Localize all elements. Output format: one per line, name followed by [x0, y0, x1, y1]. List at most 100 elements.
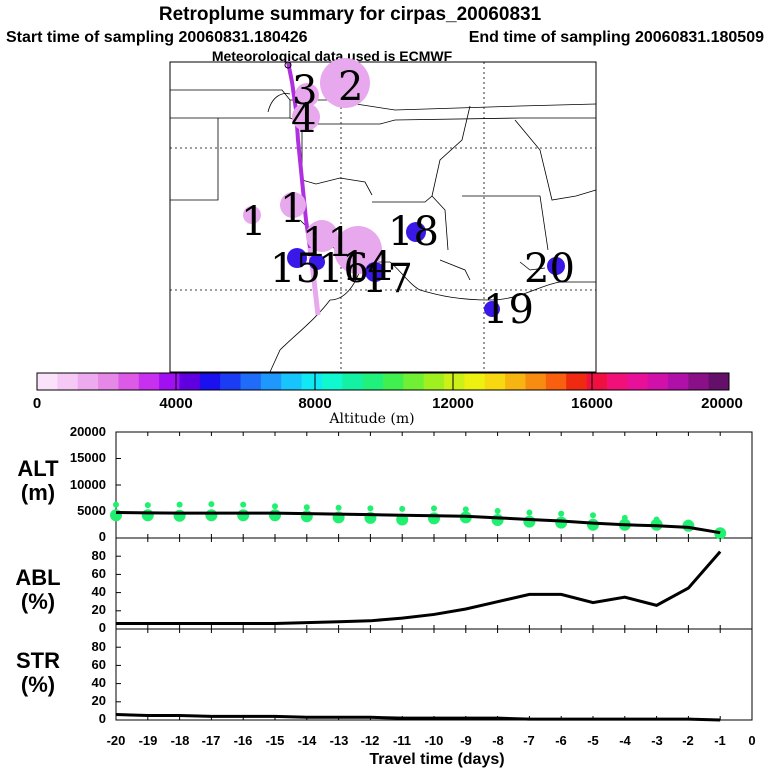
colorbar-swatch — [240, 373, 262, 390]
abl-y-tick-label: 0 — [99, 620, 106, 635]
cluster-circle — [280, 192, 306, 218]
cluster-circle — [295, 83, 319, 107]
alt-y-tick-label: 15000 — [70, 450, 106, 465]
str-panel-label: STR — [16, 648, 60, 673]
map-gridlines — [170, 62, 596, 372]
x-tick-label: 0 — [748, 733, 755, 748]
alt-upper-marker — [399, 505, 406, 512]
x-tick-label: -7 — [523, 733, 535, 748]
x-tick-label: -12 — [361, 733, 380, 748]
colorbar-swatch — [667, 373, 689, 390]
chart-marks — [110, 431, 753, 722]
alt-upper-marker — [431, 505, 437, 512]
colorbar-swatch — [606, 373, 628, 390]
met-data-label: Meteorological data used is ECMWF — [212, 48, 453, 64]
colorbar-swatch — [301, 373, 323, 390]
x-tick-label: -10 — [425, 733, 444, 748]
map-panel: 2 3 4 1 1 11 14 15 16 17 18 19 20 — [169, 58, 597, 373]
cluster-label: 15 — [270, 246, 321, 292]
str-series-line — [115, 713, 721, 722]
alt-y-tick-label: 20000 — [70, 424, 106, 439]
colorbar-swatch — [138, 373, 160, 390]
colorbar-tick-label: 4000 — [159, 395, 192, 412]
cluster-circle — [365, 262, 385, 282]
abl-panel-units: (%) — [21, 589, 55, 614]
alt-upper-marker — [462, 506, 469, 513]
colorbar-swatch — [525, 373, 547, 390]
x-tick-label: -3 — [651, 733, 663, 748]
colorbar-swatch — [281, 373, 303, 390]
cluster-label: 2 — [338, 64, 363, 110]
abl-y-tick-labels: 80 60 40 20 0 — [92, 548, 106, 635]
x-tick-label: -1 — [714, 733, 726, 748]
str-y-tick-label: 80 — [92, 639, 106, 654]
cluster-label: 18 — [388, 209, 439, 255]
alt-upper-marker — [558, 510, 565, 517]
abl-y-tick-label: 40 — [92, 584, 106, 599]
colorbar-tick-label: 8000 — [298, 395, 331, 412]
colorbar-swatch — [77, 373, 99, 390]
x-tick-label: -17 — [202, 733, 221, 748]
release-point-icon — [284, 61, 292, 69]
colorbar-swatch — [179, 373, 201, 390]
str-y-tick-label: 20 — [92, 693, 106, 708]
cluster-circle — [306, 220, 338, 252]
alt-upper-marker — [590, 512, 596, 519]
colorbar-frame — [36, 372, 730, 391]
abl-y-tick-label: 20 — [92, 602, 106, 617]
str-panel-units: (%) — [21, 672, 55, 697]
abl-y-tick-label: 60 — [92, 566, 106, 581]
colorbar-swatch — [627, 373, 649, 390]
start-time-label: Start time of sampling 20060831.180426 — [6, 29, 308, 46]
colorbar-swatch — [199, 373, 221, 390]
cluster-label: 16 — [318, 246, 369, 292]
alt-upper-marker — [272, 503, 278, 510]
colorbar-tick-label: 12000 — [432, 395, 474, 412]
alt-upper-marker — [113, 501, 119, 508]
alt-upper-marker — [240, 501, 247, 508]
x-tick-label: -6 — [555, 733, 567, 748]
alt-lower-marker — [714, 527, 727, 540]
cluster-label: 20 — [524, 246, 575, 292]
alt-lower-marker — [173, 509, 186, 522]
colorbar-swatch — [118, 373, 140, 390]
x-tick-label: -14 — [298, 733, 318, 748]
alt-upper-marker — [335, 504, 342, 511]
colorbar-swatch — [37, 373, 58, 390]
alt-upper-marker — [367, 505, 374, 512]
colorbar-swatch — [688, 373, 710, 390]
alt-y-tick-labels: 20000 15000 10000 5000 0 — [70, 424, 106, 544]
str-y-tick-label: 40 — [92, 675, 106, 690]
x-tick-label: -18 — [171, 733, 190, 748]
alt-y-tick-label: 0 — [99, 529, 106, 544]
colorbar-swatch — [220, 373, 242, 390]
figure-title: Retroplume summary for cirpas_20060831 — [159, 4, 542, 25]
alt-upper-marker — [303, 504, 310, 511]
alt-upper-marker — [208, 501, 215, 508]
alt-y-tick-label: 10000 — [70, 477, 106, 492]
cluster-label: 4 — [291, 96, 316, 142]
alt-lower-marker — [237, 509, 250, 522]
colorbar-swatch — [383, 373, 404, 390]
cluster-circle — [484, 301, 500, 317]
x-tick-label: -8 — [492, 733, 504, 748]
alt-upper-marker — [526, 509, 533, 516]
colorbar-swatch — [647, 373, 669, 390]
colorbar-swatch — [260, 373, 282, 390]
colorbar-tick-label: 0 — [33, 395, 41, 412]
abl-y-tick-label: 80 — [92, 548, 106, 563]
end-time-label: End time of sampling 20060831.180509 — [469, 29, 764, 46]
colorbar-axis-label: Altitude (m) — [328, 411, 414, 427]
alt-lower-marker — [269, 509, 281, 522]
cluster-label: 11 — [302, 220, 353, 266]
str-y-tick-labels: 80 60 40 20 0 — [92, 639, 106, 726]
colorbar-swatch — [708, 373, 730, 390]
cluster-circle — [334, 226, 382, 274]
alt-lower-marker — [205, 509, 218, 522]
colorbar-swatch — [505, 373, 526, 390]
colorbar-swatch — [57, 373, 79, 390]
x-tick-labels: -20 -19 -18 -17 -16 -15 -14 -13 -12 -11 … — [107, 733, 756, 748]
colorbar-swatch — [586, 373, 608, 390]
x-tick-label: -19 — [139, 733, 158, 748]
